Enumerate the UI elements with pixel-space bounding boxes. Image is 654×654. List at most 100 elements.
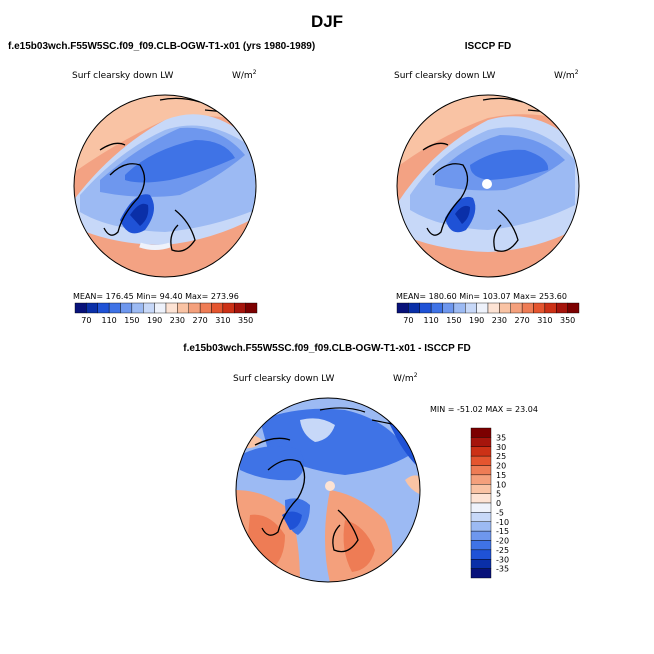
colorbar-swatch bbox=[108, 302, 121, 314]
colorbar-tick-label: -30 bbox=[496, 555, 509, 564]
colorbar-tick-label: 110 bbox=[101, 316, 116, 325]
colorbar-swatch bbox=[177, 302, 189, 314]
panel-model-units: W/m2 bbox=[232, 69, 257, 81]
panel-diff-stats: MIN = -51.02 MAX = 23.04 bbox=[430, 405, 538, 414]
colorbar-tick-label: 150 bbox=[124, 316, 139, 325]
panel-obs-title: ISCCP FD bbox=[465, 41, 512, 52]
colorbar-swatch bbox=[465, 302, 477, 314]
panel-obs: ISCCP FD Surf clearsky down LW W/m2 MEAN… bbox=[394, 41, 580, 325]
colorbar-swatch bbox=[470, 521, 492, 532]
colorbar-tick-label: 190 bbox=[147, 316, 162, 325]
colorbar-tick-label: 230 bbox=[170, 316, 185, 325]
colorbar-swatch bbox=[131, 302, 144, 314]
colorbar-swatch bbox=[234, 302, 246, 314]
colorbar-tick-label: 20 bbox=[496, 462, 506, 471]
panel-diff: f.e15b03wch.F55W5SC.f09_f09.CLB-OGW-T1-x… bbox=[183, 343, 538, 583]
colorbar-swatch bbox=[165, 302, 178, 314]
colorbar-tick-label: 350 bbox=[560, 316, 575, 325]
colorbar-tick-label: 70 bbox=[81, 316, 91, 325]
colorbar-tick-label: -35 bbox=[496, 565, 509, 574]
colorbar-swatch bbox=[245, 302, 258, 314]
colorbar-swatch bbox=[533, 302, 546, 314]
colorbar-swatch bbox=[86, 302, 98, 314]
panel-diff-map bbox=[236, 398, 420, 582]
panel-model-map bbox=[74, 95, 256, 277]
colorbar-swatch bbox=[470, 437, 492, 447]
colorbar-swatch bbox=[470, 493, 492, 504]
colorbar-tick-label: 150 bbox=[446, 316, 461, 325]
panel-obs-colorbar: 70 110 150 190 230 270 310 350 bbox=[396, 302, 580, 325]
colorbar-swatch bbox=[74, 302, 87, 314]
colorbar-swatch bbox=[470, 549, 492, 560]
colorbar-swatch bbox=[556, 302, 568, 314]
colorbar-tick-label: 190 bbox=[469, 316, 484, 325]
colorbar-tick-label: -15 bbox=[496, 527, 509, 536]
panel-obs-field-label: Surf clearsky down LW bbox=[394, 71, 495, 81]
panel-obs-map bbox=[397, 95, 579, 277]
colorbar-tick-label: 310 bbox=[537, 316, 552, 325]
colorbar-swatch bbox=[470, 559, 492, 569]
colorbar-swatch bbox=[470, 484, 492, 494]
colorbar-swatch bbox=[544, 302, 557, 314]
colorbar-tick-label: 350 bbox=[238, 316, 253, 325]
colorbar-tick-label: 70 bbox=[403, 316, 413, 325]
colorbar-swatch bbox=[470, 465, 492, 476]
colorbar-swatch bbox=[470, 502, 492, 513]
colorbar-tick-label: -20 bbox=[496, 537, 509, 546]
colorbar-tick-label: 110 bbox=[423, 316, 438, 325]
panel-obs-stats: MEAN= 180.60 Min= 103.07 Max= 253.60 bbox=[396, 292, 567, 301]
colorbar-tick-label: 15 bbox=[496, 471, 506, 480]
colorbar-swatch bbox=[188, 302, 201, 314]
panel-model-map-border bbox=[73, 94, 257, 278]
colorbar-tick-label: 270 bbox=[192, 316, 207, 325]
colorbar-swatch bbox=[211, 302, 224, 314]
colorbar-tick-label: -5 bbox=[496, 508, 504, 517]
colorbar-tick-label: 230 bbox=[492, 316, 507, 325]
colorbar-swatch bbox=[408, 302, 420, 314]
colorbar-tick-label: 35 bbox=[496, 433, 506, 442]
colorbar-swatch bbox=[430, 302, 443, 314]
colorbar-swatch bbox=[487, 302, 500, 314]
panel-diff-map-border bbox=[235, 397, 421, 583]
colorbar-swatch bbox=[521, 302, 534, 314]
colorbar-swatch bbox=[143, 302, 155, 314]
colorbar-tick-label: 30 bbox=[496, 443, 506, 452]
main-title: DJF bbox=[311, 12, 343, 31]
colorbar-swatch bbox=[199, 302, 212, 314]
panel-model-colorbar: 70 110 150 190 230 270 310 350 bbox=[74, 302, 258, 325]
colorbar-swatch bbox=[419, 302, 432, 314]
colorbar-swatch bbox=[470, 427, 492, 438]
panel-obs-units: W/m2 bbox=[554, 69, 579, 81]
colorbar-swatch bbox=[470, 474, 492, 485]
colorbar-swatch bbox=[510, 302, 523, 314]
colorbar-swatch bbox=[442, 302, 455, 314]
colorbar-swatch bbox=[476, 302, 489, 314]
panel-diff-title: f.e15b03wch.F55W5SC.f09_f09.CLB-OGW-T1-x… bbox=[183, 343, 470, 354]
colorbar-tick-label: 25 bbox=[496, 452, 506, 461]
colorbar-swatch bbox=[97, 302, 110, 314]
colorbar-swatch bbox=[567, 302, 580, 314]
colorbar-swatch bbox=[222, 302, 235, 314]
panel-model-field-label: Surf clearsky down LW bbox=[72, 71, 173, 81]
colorbar-swatch bbox=[470, 568, 492, 579]
colorbar-swatch bbox=[470, 455, 492, 466]
panel-diff-units: W/m2 bbox=[393, 372, 418, 384]
colorbar-swatch bbox=[120, 302, 133, 314]
panel-model: f.e15b03wch.F55W5SC.f09_f09.CLB-OGW-T1-x… bbox=[8, 41, 315, 325]
panel-model-title: f.e15b03wch.F55W5SC.f09_f09.CLB-OGW-T1-x… bbox=[8, 41, 315, 52]
colorbar-tick-label: 10 bbox=[496, 480, 506, 489]
colorbar-swatch bbox=[154, 302, 167, 314]
panel-obs-map-border bbox=[396, 94, 580, 278]
colorbar-swatch bbox=[470, 446, 492, 457]
colorbar-tick-label: 270 bbox=[514, 316, 529, 325]
panel-diff-field-label: Surf clearsky down LW bbox=[233, 374, 334, 384]
colorbar-tick-label: -10 bbox=[496, 518, 509, 527]
colorbar-tick-label: 5 bbox=[496, 490, 501, 499]
colorbar-swatch bbox=[499, 302, 511, 314]
colorbar-swatch bbox=[470, 540, 492, 551]
colorbar-swatch bbox=[453, 302, 466, 314]
panel-model-stats: MEAN= 176.45 Min= 94.40 Max= 273.96 bbox=[73, 292, 239, 301]
colorbar-swatch bbox=[470, 512, 492, 522]
